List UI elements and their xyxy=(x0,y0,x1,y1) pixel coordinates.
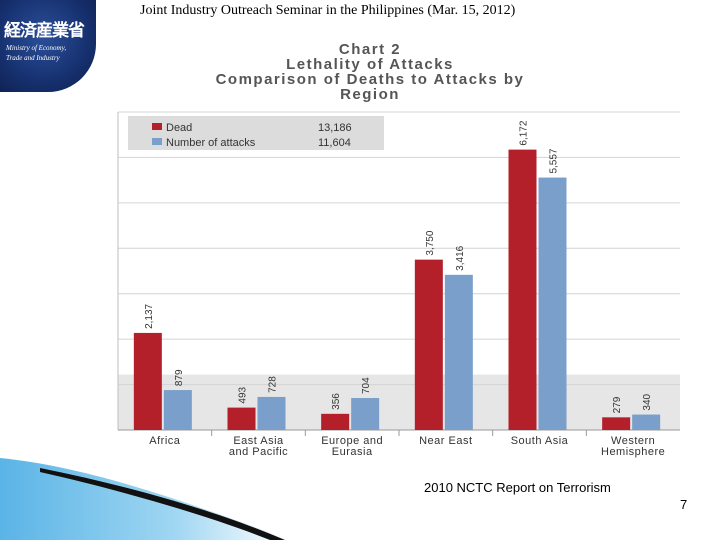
category-label: Europe and xyxy=(321,435,383,447)
category-label: Hemisphere xyxy=(601,446,665,458)
data-label: 279 xyxy=(612,396,623,413)
legend-swatch xyxy=(152,123,162,130)
data-label: 6,172 xyxy=(519,120,530,145)
bar-attacks xyxy=(538,177,567,430)
ministry-logo: 経済産業省 Ministry of Economy, Trade and Ind… xyxy=(0,0,96,92)
data-label: 493 xyxy=(238,386,249,403)
data-label: 356 xyxy=(331,393,342,410)
bar-dead xyxy=(602,417,631,430)
chart-title-line: Chart 2 xyxy=(338,41,402,58)
data-label: 879 xyxy=(174,369,185,386)
logo-kanji: 経済産業省 xyxy=(4,21,85,41)
bar-attacks xyxy=(163,390,192,430)
bar-attacks xyxy=(444,274,473,430)
logo-english-line1: Ministry of Economy, xyxy=(6,44,67,52)
legend-value: 13,186 xyxy=(318,122,352,134)
category-label: and Pacific xyxy=(229,446,288,458)
data-label: 704 xyxy=(361,377,372,394)
page-number: 7 xyxy=(680,497,688,512)
legend-value: 11,604 xyxy=(318,137,351,149)
chart-title-line: Comparison of Deaths to Attacks by xyxy=(215,71,525,88)
source-note: 2010 NCTC Report on Terrorism xyxy=(424,480,611,495)
chart-title-line: Region xyxy=(340,86,400,103)
bar-dead xyxy=(414,259,443,430)
data-label: 3,750 xyxy=(425,230,436,255)
data-label: 340 xyxy=(642,393,653,410)
data-label: 5,557 xyxy=(549,148,560,173)
bar-attacks xyxy=(351,398,380,430)
bar-dead xyxy=(227,407,256,430)
legend-label: Dead xyxy=(166,122,192,134)
plot-floor-shade xyxy=(118,374,680,430)
category-label: East Asia xyxy=(233,435,284,447)
bar-attacks xyxy=(632,414,661,430)
bar-dead xyxy=(508,149,537,430)
category-label: Africa xyxy=(149,435,181,447)
data-label: 2,137 xyxy=(144,303,155,328)
slide-header: Joint Industry Outreach Seminar in the P… xyxy=(140,3,516,18)
legend-swatch xyxy=(152,138,162,145)
data-label: 3,416 xyxy=(455,245,466,270)
legend-label: Number of attacks xyxy=(166,137,256,149)
chart-title-line: Lethality of Attacks xyxy=(286,56,454,73)
bar-dead xyxy=(133,332,162,430)
category-label: South Asia xyxy=(511,435,569,447)
category-label: Near East xyxy=(419,435,472,447)
logo-english-line2: Trade and Industry xyxy=(6,54,60,62)
bar-attacks xyxy=(257,396,286,430)
chart-title: Chart 2 Lethality of Attacks Comparison … xyxy=(150,42,590,102)
decorative-swoosh xyxy=(0,458,290,540)
bar-dead xyxy=(321,413,350,430)
legend-box xyxy=(128,116,384,150)
category-label: Western xyxy=(611,435,655,447)
data-label: 728 xyxy=(268,376,279,393)
category-label: Eurasia xyxy=(332,446,373,458)
